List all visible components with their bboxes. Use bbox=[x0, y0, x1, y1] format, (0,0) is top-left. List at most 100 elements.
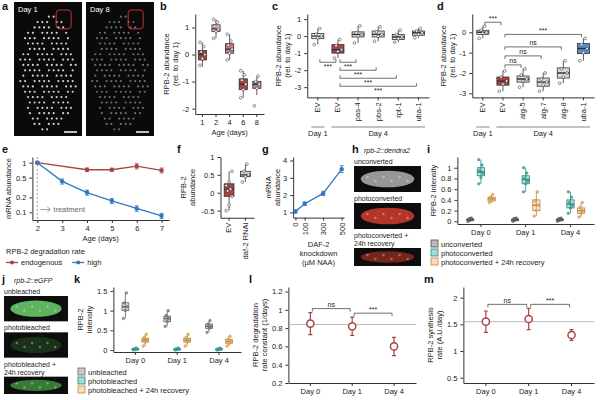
data-point bbox=[360, 33, 363, 36]
nucleus bbox=[62, 69, 64, 71]
tick-mark bbox=[112, 220, 113, 223]
tick-mark bbox=[290, 195, 293, 196]
tick-label: 0.5 bbox=[204, 171, 214, 180]
data-point bbox=[244, 175, 247, 178]
nucleus bbox=[106, 91, 108, 93]
tick-mark bbox=[285, 365, 288, 366]
error-bar bbox=[110, 198, 114, 203]
tick-mark bbox=[394, 383, 395, 386]
nucleus bbox=[46, 117, 48, 119]
panel-line: 12340100300500DAF-2knockdown(µM NAA) bbox=[283, 156, 347, 267]
data-point bbox=[185, 336, 188, 339]
tick-mark bbox=[177, 352, 178, 355]
plot-texts: ***nsnsns***Day 1Day 4 bbox=[473, 15, 590, 138]
tick-label: EV bbox=[478, 102, 487, 112]
micrograph-background bbox=[354, 166, 421, 192]
nucleus bbox=[57, 123, 59, 125]
tick-label: daf-2 RNAi bbox=[241, 222, 250, 259]
tick-mark bbox=[454, 178, 457, 179]
nucleus bbox=[101, 91, 103, 93]
tick-label: 2 bbox=[36, 224, 40, 233]
micrograph bbox=[4, 296, 68, 321]
nucleus bbox=[48, 16, 50, 18]
tick-mark bbox=[454, 221, 457, 222]
tick-label: 3 bbox=[61, 224, 65, 233]
y-axis-title-line: RPB-2 synthesis bbox=[426, 307, 435, 363]
nucleus bbox=[48, 37, 50, 39]
data-point bbox=[525, 315, 532, 322]
x-axis: Day 0Day 1Day 4 bbox=[114, 352, 242, 365]
axis-line bbox=[33, 220, 170, 221]
data-point bbox=[215, 30, 218, 33]
nucleus bbox=[390, 217, 392, 219]
tick-label: -0.5 bbox=[202, 207, 215, 216]
tick: 0.2 bbox=[441, 207, 457, 216]
nucleus bbox=[99, 85, 101, 87]
series-marker bbox=[293, 209, 297, 213]
tick-label: 1 bbox=[453, 347, 457, 356]
tick: 1.5 bbox=[97, 287, 113, 296]
tick: 0.4 bbox=[272, 361, 288, 370]
highlight-box bbox=[128, 10, 143, 29]
y-axis-title: RPB-2 abundance bbox=[162, 33, 171, 94]
tick-mark bbox=[469, 53, 472, 54]
data-point bbox=[124, 309, 127, 312]
nucleus bbox=[106, 26, 108, 28]
tick-label: pas-4 bbox=[353, 102, 362, 121]
x-axis-title: Age (days) bbox=[211, 128, 248, 137]
error-bar bbox=[160, 213, 164, 218]
nucleus bbox=[53, 69, 55, 71]
tick-mark bbox=[218, 175, 221, 176]
nucleus bbox=[27, 107, 29, 109]
x-axis: Day 0Day 1Day 4 bbox=[464, 383, 595, 396]
nucleus bbox=[53, 16, 55, 18]
image-row-label-line: unbleached bbox=[4, 288, 40, 295]
tick: 0 bbox=[447, 217, 457, 226]
nucleus bbox=[118, 85, 120, 87]
nucleus bbox=[137, 53, 139, 55]
y-axis-title: (rel. to day 1) bbox=[283, 33, 292, 78]
nucleus bbox=[118, 75, 120, 77]
panel-letter: e bbox=[2, 143, 8, 155]
micrograph-background bbox=[4, 332, 68, 357]
data-point bbox=[568, 201, 571, 204]
tick-label: Day 0 bbox=[471, 228, 491, 237]
y-axis-title-line: rate (A.U./day) bbox=[435, 310, 444, 359]
nucleus bbox=[120, 112, 122, 114]
tick-mark bbox=[571, 383, 572, 386]
significance-label: ns bbox=[529, 39, 537, 46]
box-median bbox=[122, 306, 129, 307]
data-point bbox=[125, 292, 128, 295]
nucleus bbox=[366, 213, 368, 215]
data-point bbox=[231, 170, 234, 173]
nucleus bbox=[48, 123, 50, 125]
data-point bbox=[533, 215, 536, 218]
data-point bbox=[229, 40, 232, 43]
tick: Day 4 bbox=[561, 224, 581, 237]
tick: EV bbox=[313, 97, 322, 112]
nucleus bbox=[19, 59, 21, 61]
nucleus bbox=[99, 96, 101, 98]
data-point bbox=[483, 25, 486, 28]
nucleus bbox=[118, 32, 120, 34]
data-point bbox=[315, 33, 318, 36]
data-point bbox=[579, 206, 582, 209]
tick: 0.6 bbox=[441, 185, 457, 194]
axis-line bbox=[195, 15, 196, 115]
tick: 0.2 bbox=[16, 193, 32, 202]
nucleus bbox=[29, 37, 31, 39]
tick-mark bbox=[192, 55, 195, 56]
nucleus bbox=[139, 37, 141, 39]
y-axis-title: RPB-2 degradation bbox=[251, 303, 260, 367]
nucleus bbox=[128, 85, 130, 87]
nucleus bbox=[128, 117, 130, 119]
nucleus bbox=[115, 91, 117, 93]
tick: 6 bbox=[135, 220, 139, 233]
data-point bbox=[380, 33, 383, 36]
x-axis: EVdaf-2 RNAi bbox=[221, 218, 255, 260]
plot-marks bbox=[477, 25, 590, 93]
tick-label: 4 bbox=[228, 118, 232, 127]
nucleus bbox=[110, 123, 112, 125]
legend-swatch bbox=[78, 377, 85, 384]
significance-bracket bbox=[488, 304, 527, 307]
